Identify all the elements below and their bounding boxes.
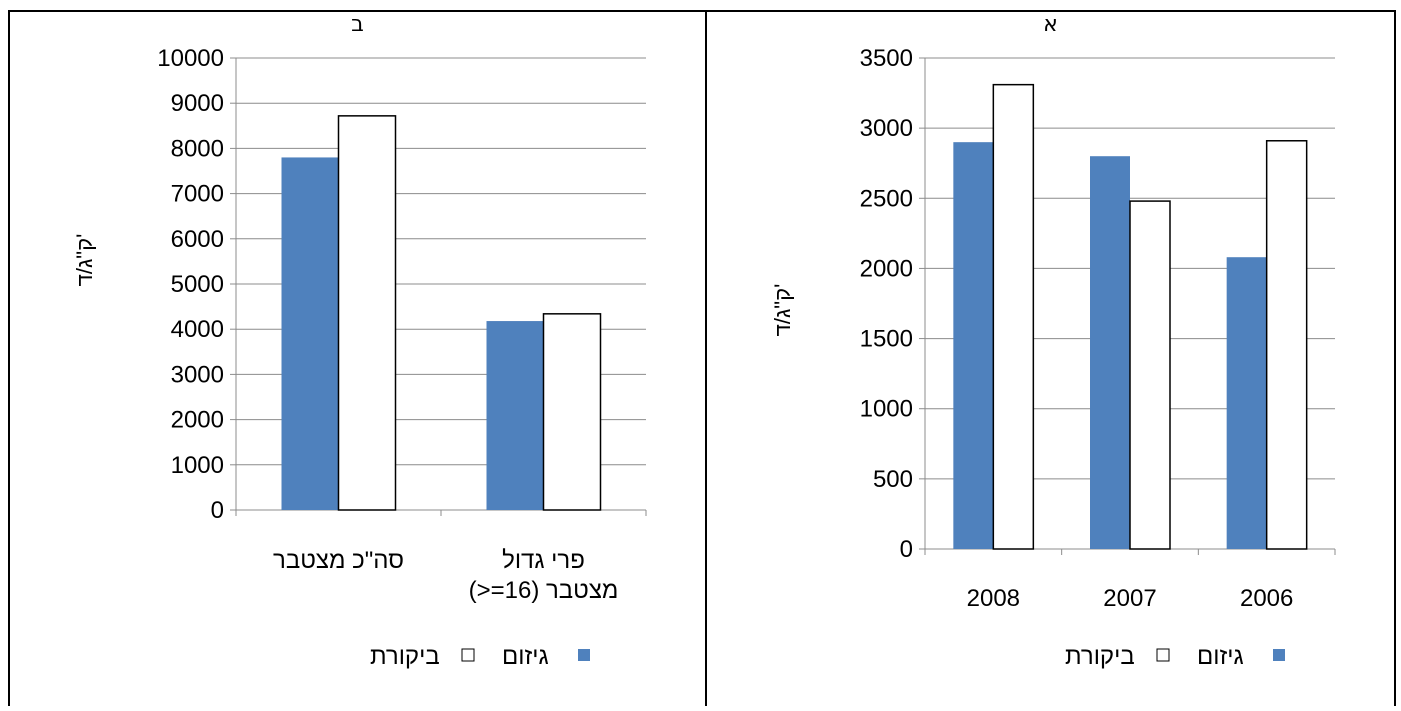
frame-top-border [8, 10, 1396, 12]
bar-control [337, 115, 397, 511]
x-tick-label: סה"כ מצטבר [273, 547, 404, 574]
y-tick-label: 5000 [171, 271, 224, 298]
bar-pruning [953, 142, 994, 549]
y-axis-label: ק"ג/ד' [72, 234, 97, 287]
y-tick-label: 500 [873, 466, 913, 493]
x-tick-label: 2007 [1103, 585, 1156, 612]
x-tick-label: (>=16) מצטבר [469, 577, 619, 604]
bar-control [1265, 140, 1308, 550]
legend-swatch-pruning [1273, 649, 1285, 661]
bar-pruning [1226, 257, 1267, 549]
legend-swatch-control [461, 648, 475, 662]
legend-label-pruning: גיזום [502, 643, 549, 670]
bar-control [992, 83, 1035, 550]
chart-title-a: א [1043, 12, 1058, 37]
y-tick-label: 0 [900, 536, 913, 563]
bar-pruning [486, 321, 544, 510]
table-frame: ב 0 1000 2000 3000 4000 5000 6000 7000 8000 9000 1… [8, 10, 1396, 706]
y-tick-label: 3500 [860, 45, 913, 72]
legend-label-pruning: גיזום [1197, 643, 1244, 670]
y-tick-label: 1000 [171, 452, 224, 479]
y-tick-label: 3000 [860, 115, 913, 142]
x-tick-label: 2008 [967, 585, 1020, 612]
chart-a-svg: 0 500 1000 1500 2000 2500 3000 3500 2008 2007 2006… [770, 45, 1336, 670]
legend-label-control: ביקורת [370, 643, 440, 670]
y-tick-label: 1500 [860, 326, 913, 353]
bar-pruning [1090, 156, 1130, 549]
chart-panel-b: ב 0 1000 2000 3000 4000 5000 6000 7000 8000 9000 1… [10, 10, 705, 706]
y-axis-label: ק"ג/ד' [770, 284, 795, 337]
bar-pruning [281, 157, 339, 510]
y-tick-label: 6000 [171, 226, 224, 253]
y-tick-label: 10000 [157, 45, 224, 72]
frame-right-border [1394, 10, 1396, 706]
y-tick-label: 8000 [171, 135, 224, 162]
legend-swatch-control [1156, 648, 1170, 662]
frame-middle-border [705, 10, 707, 706]
frame-left-border [8, 10, 10, 706]
y-tick-label: 1000 [860, 396, 913, 423]
y-tick-label: 2500 [860, 185, 913, 212]
chart-panel-a: א 0 500 1000 1500 2000 2500 3000 3500 2008 2007 20… [707, 10, 1394, 706]
legend-label-control: ביקורת [1065, 643, 1135, 670]
chart-b-svg: 0 1000 2000 3000 4000 5000 6000 7000 8000 9000 100… [72, 45, 647, 670]
y-tick-label: 2000 [171, 407, 224, 434]
y-tick-label: 7000 [171, 181, 224, 208]
bar-control [542, 313, 602, 511]
y-tick-label: 4000 [171, 316, 224, 343]
x-tick-label: 2006 [1240, 585, 1293, 612]
y-tick-label: 0 [211, 497, 224, 524]
y-tick-label: 3000 [171, 361, 224, 388]
x-tick-label: פרי גדול [502, 547, 585, 574]
bar-control [1129, 200, 1171, 550]
y-tick-label: 2000 [860, 255, 913, 282]
legend-swatch-pruning [578, 649, 590, 661]
y-tick-label: 9000 [171, 90, 224, 117]
chart-title-b: ב [351, 12, 364, 37]
